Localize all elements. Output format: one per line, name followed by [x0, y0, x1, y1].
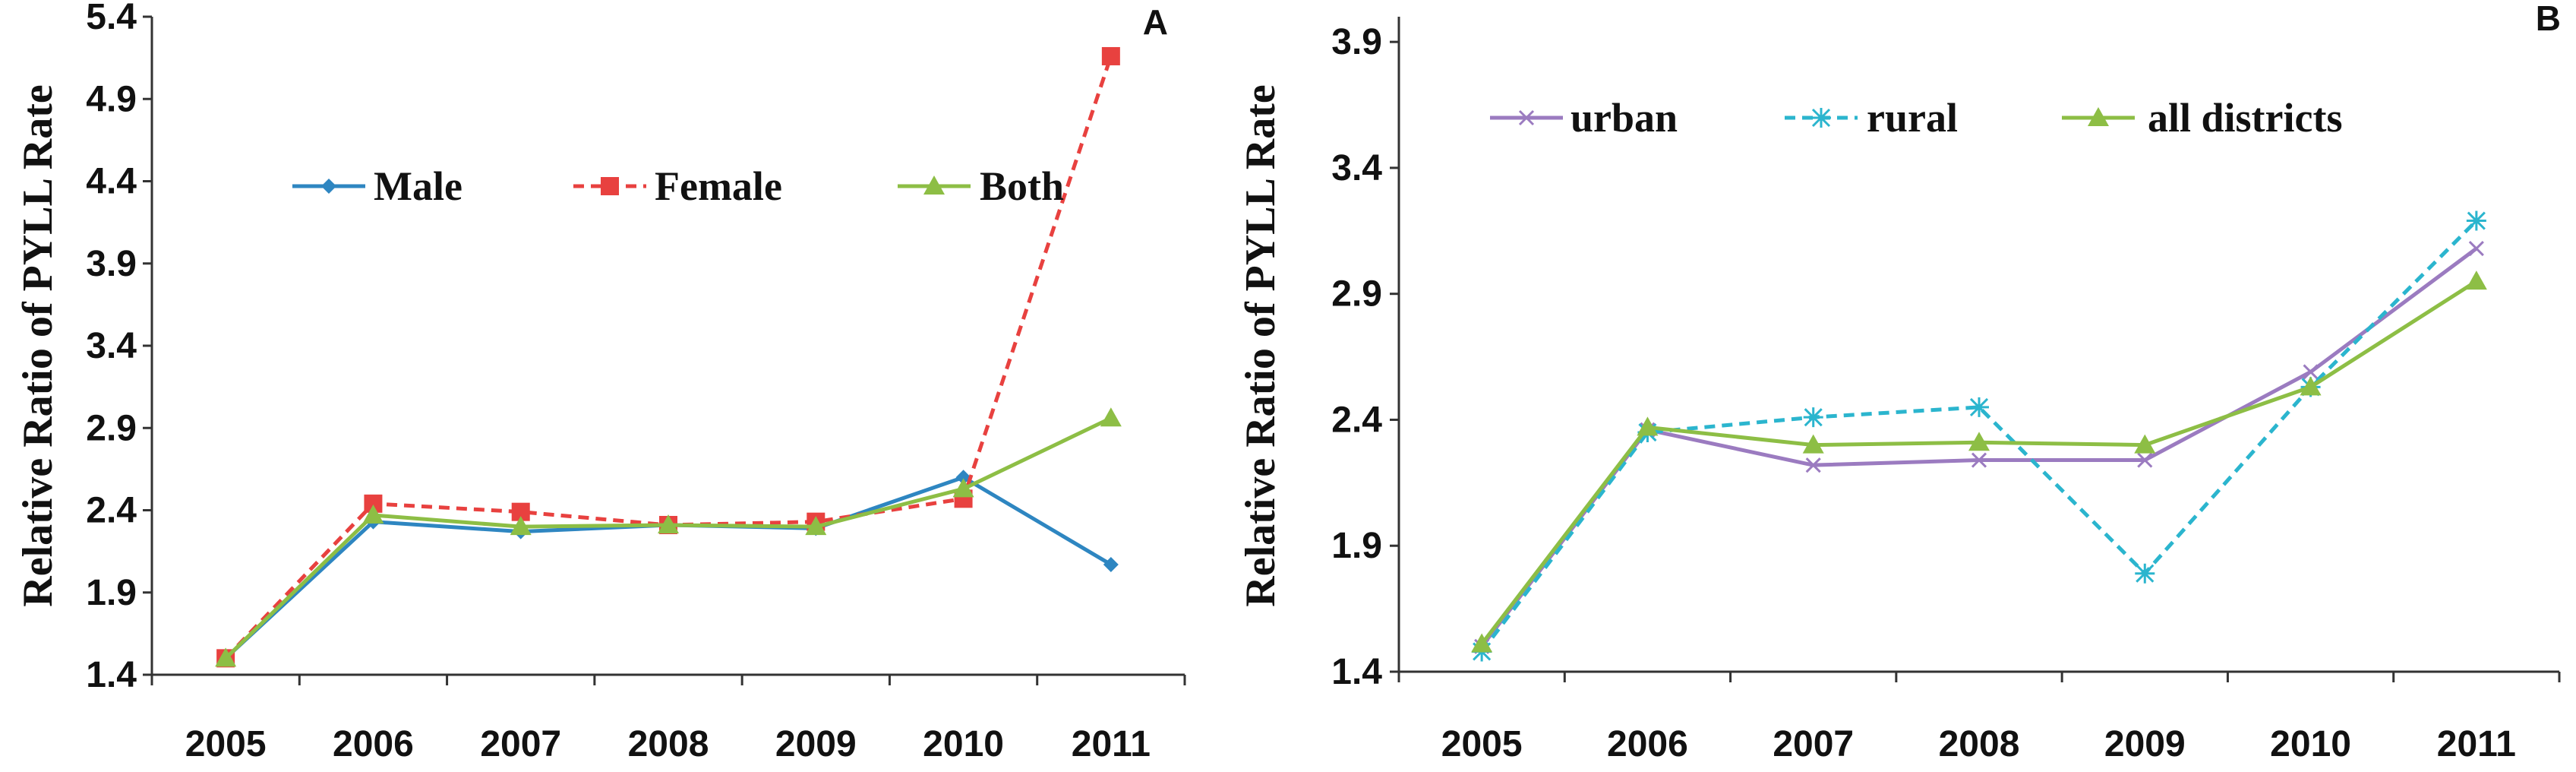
panel-b-point-urban-2009 [2137, 452, 2153, 468]
panel-a-legend-marker-both [923, 176, 945, 195]
panel-a-series-line-both [224, 416, 1112, 660]
panel-b-point-rural-2007 [1803, 407, 1823, 428]
panel-a-point-male-2010 [955, 470, 971, 486]
panel-b-legend-item-urban: urban [1490, 95, 1678, 141]
panel-b-legend-marker-rural [1811, 108, 1831, 128]
panel-b-x-tick-label: 2006 [1607, 724, 1688, 764]
panel-a-y-tick-label: 4.9 [86, 79, 137, 119]
panel-a-point-both-2010 [952, 478, 974, 498]
panel-b-point-all-districts-2011 [2465, 271, 2487, 290]
panel-a-label: A [1143, 2, 1168, 42]
panel-a-series-line-female [224, 55, 1113, 660]
panel-a-legend-item-male: Male [292, 163, 462, 209]
panel-b-point-urban-2007 [1805, 457, 1821, 473]
panel-b-legend-item-rural: rural [1785, 95, 1958, 141]
panel-a-x-tick-label: 2006 [333, 724, 414, 764]
panel-a-x-tick-label: 2009 [775, 724, 857, 764]
panel-b-point-rural-2011 [2466, 210, 2486, 231]
panel-b-y-tick-label: 3.4 [1331, 148, 1382, 188]
panel-a-point-female-2011 [1101, 46, 1120, 65]
panel-b-point-urban-2008 [1971, 452, 1987, 468]
panel-b-y-axis-title: Relative Ratio of PYLL Rate [1237, 84, 1284, 606]
panel-b-label: B [2536, 0, 2561, 38]
panel-a-legend-label-both: Both [980, 163, 1064, 209]
panel-b-legend-item-all-districts: all districts [2062, 95, 2342, 141]
panel-b-x-tick-label: 2005 [1441, 724, 1523, 764]
panel-b-point-urban-2010 [2303, 364, 2319, 380]
panel-a-y-tick-label: 2.9 [86, 408, 137, 448]
panel-a-chart: 1.4 1.9 2.4 2.9 3.4 3.9 4.4 4.9 5.4 2005 2006 2007 2… [14, 0, 1186, 764]
panel-b-point-rural-2009 [2135, 563, 2155, 584]
panel-a-y-axis-title: Relative Ratio of PYLL Rate [14, 84, 62, 606]
panel-b-y-tick-label: 2.9 [1331, 274, 1382, 315]
panel-a-x-tick-label: 2005 [185, 724, 267, 764]
panel-a-y-tick-label: 1.4 [86, 655, 137, 695]
panel-b-point-all-districts-2010 [2300, 376, 2322, 396]
panel-a-legend-label-female: Female [655, 163, 782, 209]
panel-a-x-tick-label: 2010 [923, 724, 1004, 764]
panel-b-point-all-districts-2008 [1968, 432, 1990, 451]
panel-a-legend-label-male: Male [374, 163, 462, 209]
panel-b-series-line-all-districts [1480, 280, 2478, 646]
panel-b-series-all-districts [1471, 271, 2487, 653]
panel-a-y-tick-label: 5.4 [86, 0, 137, 37]
panel-b-x-tick-label: 2007 [1773, 724, 1854, 764]
panel-b-x-tick-label: 2008 [1939, 724, 2020, 764]
panel-b-y-tick-label: 1.9 [1331, 526, 1382, 566]
panel-a-series-line-male [224, 475, 1113, 660]
panel-a-y-tick-label: 3.9 [86, 244, 137, 284]
panel-a-point-male-2011 [1103, 556, 1119, 572]
panel-b-chart: 1.4 1.9 2.4 2.9 3.4 3.9 2005 2006 2007 2008 2009 20… [1237, 0, 2561, 764]
panel-a-point-both-2008 [658, 514, 679, 533]
panel-b-x-tick-label: 2011 [2437, 724, 2516, 764]
panel-a-x-tick-label: 2008 [628, 724, 709, 764]
panel-a-legend-item-both: Both [898, 163, 1064, 209]
panel-a-series-both [215, 407, 1122, 667]
panel-a-y-tick-label: 1.9 [86, 573, 137, 613]
panel-a-point-both-2007 [510, 516, 532, 536]
panel-b-legend-label-all-districts: all districts [2148, 95, 2342, 141]
panel-a-y-tick-label: 2.4 [86, 491, 137, 531]
panel-b-point-urban-2011 [2468, 240, 2484, 257]
panel-a-legend-item-female: Female [573, 163, 782, 209]
panel-b-point-all-districts-2005 [1471, 633, 1493, 653]
panel-a-legend-marker-male [321, 179, 336, 194]
panel-b-x-tick-label: 2009 [2104, 724, 2186, 764]
panel-b-legend-marker-urban [1518, 109, 1535, 126]
panel-b-y-tick-label: 2.4 [1331, 400, 1382, 440]
panel-a-series-female [216, 46, 1120, 668]
panel-b-legend-label-rural: rural [1867, 95, 1958, 141]
panel-a-y-tick-label: 3.4 [86, 326, 137, 366]
panel-b-legend-marker-all-districts [2088, 107, 2109, 126]
panel-a-point-both-2006 [362, 504, 384, 524]
panel-b-point-all-districts-2006 [1637, 416, 1659, 436]
panel-b-y-tick-label: 1.4 [1331, 652, 1382, 692]
panel-b-x-tick-label: 2010 [2270, 724, 2351, 764]
panel-a-point-both-2005 [215, 647, 237, 667]
panel-a-x-tick-label: 2011 [1072, 724, 1151, 764]
panel-a-series-male [218, 470, 1119, 666]
panel-b-y-tick-label: 3.9 [1331, 22, 1382, 62]
panel-b-point-rural-2008 [1969, 397, 1989, 417]
panel-b-point-all-districts-2009 [2134, 434, 2156, 454]
panel-a-y-tick-label: 4.4 [86, 162, 137, 202]
panel-b-point-all-districts-2007 [1802, 434, 1824, 454]
panel-a-point-both-2009 [805, 516, 827, 536]
panel-a-legend-marker-female [601, 177, 619, 195]
panel-a-x-tick-label: 2007 [480, 724, 561, 764]
panel-a-point-both-2011 [1100, 407, 1122, 427]
panel-b-legend-label-urban: urban [1571, 95, 1678, 141]
